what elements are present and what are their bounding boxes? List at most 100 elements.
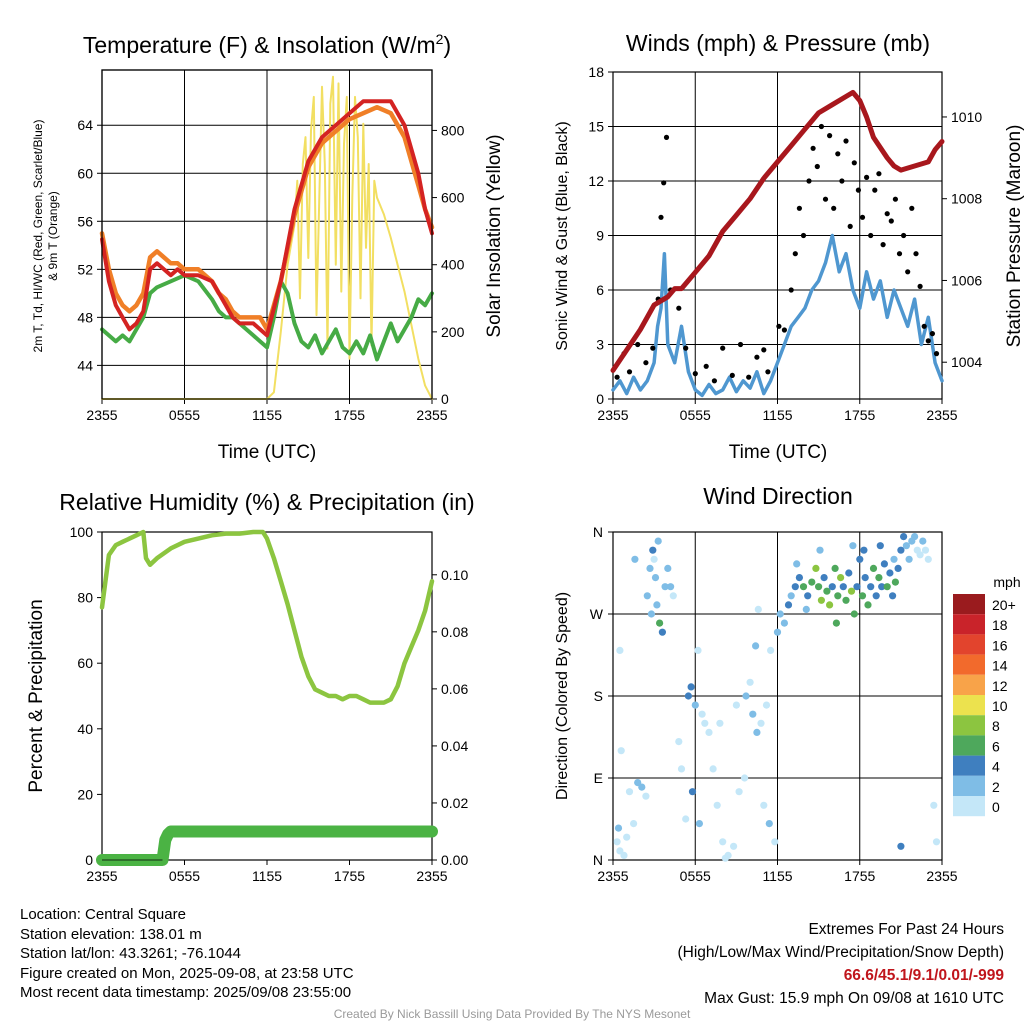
rh-chart-y2tick-label: 0.06 — [441, 681, 468, 697]
gust-point — [901, 232, 907, 239]
direction-point — [658, 628, 667, 636]
direction-point — [793, 560, 801, 568]
wind-chart-ytick-label: 3 — [596, 337, 604, 353]
direction-chart-title: Wind Direction — [703, 483, 853, 509]
direction-point — [651, 574, 660, 582]
temp-chart-y2tick-label: 200 — [441, 324, 465, 340]
direction-point — [719, 838, 727, 846]
wind-chart-ytick-label: 12 — [588, 173, 604, 189]
direction-point — [771, 838, 779, 846]
direction-point — [694, 646, 702, 655]
gust-point — [737, 341, 744, 348]
direction-point — [677, 765, 686, 773]
direction-point — [924, 555, 932, 563]
direction-point — [661, 583, 669, 591]
direction-point — [842, 596, 850, 604]
direction-point — [741, 774, 749, 782]
direction-point — [787, 592, 795, 600]
direction-point — [646, 564, 654, 573]
direction-point — [867, 583, 875, 591]
speed-legend-label: 6 — [992, 738, 1000, 754]
direction-point — [653, 601, 661, 609]
direction-point — [872, 592, 880, 600]
temp-chart-xtick-label: 1755 — [334, 407, 365, 423]
gust-point — [831, 205, 837, 211]
gust-point — [851, 160, 857, 166]
direction-point — [860, 546, 868, 554]
gust-point — [663, 134, 670, 140]
recent-data-timestamp: Most recent data timestamp: 2025/09/08 2… — [20, 984, 352, 1001]
direction-point — [705, 728, 713, 737]
gust-point — [913, 251, 919, 257]
gust-point — [658, 214, 664, 220]
direction-point — [902, 542, 911, 550]
direction-point — [623, 833, 631, 841]
extremes-values: 66.6/45.1/9.1/0.01/-999 — [843, 967, 1004, 984]
gust-point — [661, 180, 667, 186]
insolation-line — [101, 75, 433, 400]
direction-point — [784, 601, 793, 609]
temp-chart-y2tick-label: 0 — [441, 391, 449, 407]
direction-point — [808, 578, 816, 586]
speed-legend-swatch — [953, 715, 985, 736]
direction-point — [834, 592, 842, 600]
direction-point — [688, 788, 697, 796]
speed-legend-label: 10 — [992, 698, 1008, 714]
direction-point — [828, 583, 836, 591]
rh-chart-y2tick-label: 0.10 — [441, 567, 468, 583]
direction-point — [654, 537, 662, 545]
gust-point — [626, 369, 633, 375]
direction-point — [667, 583, 675, 591]
figure-created: Figure created on Mon, 2025-09-08, at 23… — [20, 964, 354, 982]
direction-point — [869, 564, 878, 573]
gust-point — [810, 145, 816, 151]
extremes-info: Extremes For Past 24 Hours (High/Low/Max… — [678, 918, 1005, 1010]
direction-point — [850, 610, 858, 618]
direction-chart-xtick-label: 2355 — [926, 868, 957, 884]
direction-point — [752, 642, 760, 650]
gust-point — [933, 351, 940, 357]
direction-point — [919, 537, 927, 545]
gust-point — [818, 123, 825, 130]
gust-point — [754, 354, 760, 360]
gust-point — [827, 133, 833, 139]
gust-point — [800, 232, 807, 239]
direction-point — [669, 592, 677, 600]
precipitation-line — [96, 825, 438, 866]
gust-point — [888, 218, 894, 224]
direction-point — [767, 646, 775, 655]
wind-chart-y2tick-label: 1004 — [951, 354, 982, 370]
gust-point — [781, 327, 788, 333]
credit-line: Created By Nick Bassill Using Data Provi… — [333, 1007, 691, 1021]
gust-point — [847, 223, 853, 229]
rh-chart-xtick-label: 2355 — [86, 868, 117, 884]
direction-chart-ytick-label: W — [590, 606, 604, 622]
direction-point — [642, 792, 650, 800]
wind-chart-ytick-label: 6 — [596, 282, 604, 298]
gust-point — [864, 174, 870, 180]
gust-point — [635, 341, 641, 348]
direction-chart-xtick-label: 2355 — [597, 868, 628, 884]
temp-chart-ytick-label: 60 — [77, 165, 93, 181]
direction-point — [876, 542, 884, 550]
direction-point — [691, 701, 699, 709]
direction-point — [864, 601, 872, 609]
gust-point — [683, 345, 689, 351]
direction-point — [638, 783, 646, 791]
temp-chart-ytick-label: 44 — [77, 357, 93, 373]
speed-legend-swatch — [953, 755, 985, 776]
gust-point — [917, 283, 923, 289]
gust-point — [729, 372, 735, 378]
direction-point — [643, 592, 651, 600]
direction-point — [812, 564, 820, 573]
direction-point — [894, 564, 902, 573]
direction-point — [883, 583, 891, 591]
direction-point — [716, 719, 724, 727]
rh-chart-y2tick-label: 0.08 — [441, 624, 468, 640]
speed-legend-label: 16 — [992, 637, 1008, 653]
direction-point — [760, 801, 768, 809]
temp-chart-ylabel-2: & 9m T (Orange) — [46, 191, 60, 281]
direction-point — [701, 719, 709, 727]
direction-point — [853, 583, 861, 591]
direction-point — [891, 578, 900, 586]
